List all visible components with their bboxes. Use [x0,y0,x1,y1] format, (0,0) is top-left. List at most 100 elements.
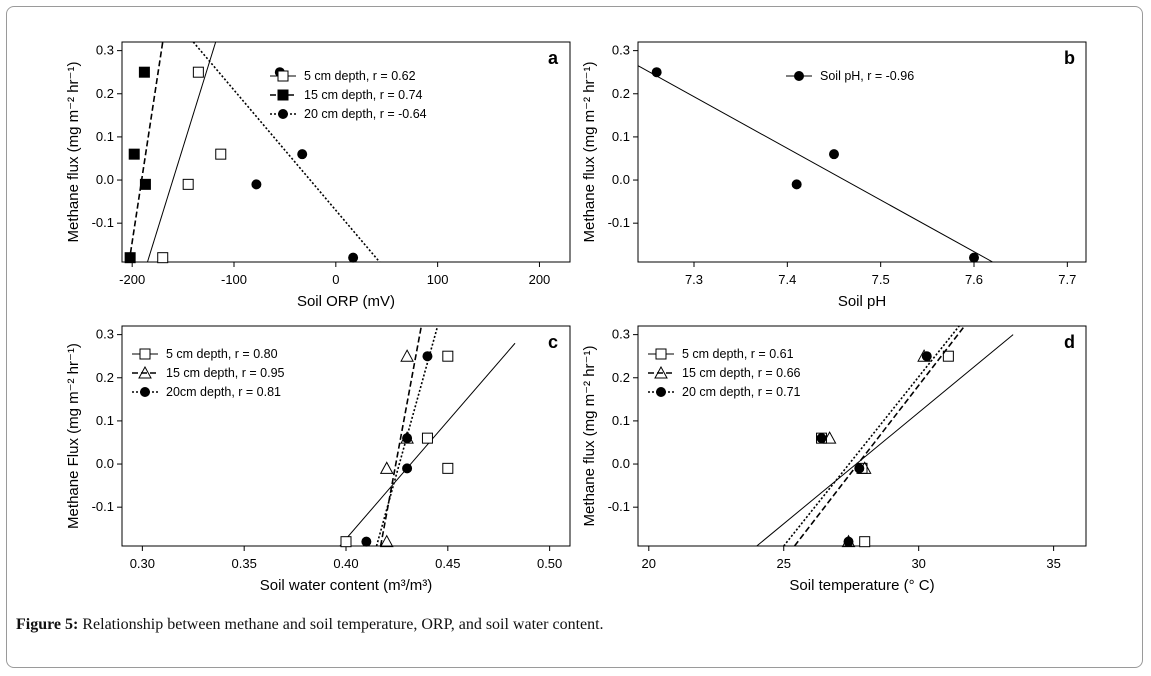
data-point [859,536,871,548]
legend-marker [654,365,668,379]
x-tick-label: 0 [332,272,339,287]
data-point [379,534,394,548]
regression-line [379,326,423,546]
legend-label: 5 cm depth, r = 0.80 [166,347,278,361]
data-point [340,536,352,548]
y-axis-label: Methane Flux (mg m⁻² hr⁻¹) [65,343,82,529]
data-point [854,463,865,474]
y-tick-label: -0.1 [92,499,114,514]
y-tick-label: 0.0 [96,172,114,187]
y-tick-label: 0.3 [96,43,114,58]
regression-line [638,65,993,262]
caption-label: Figure 5: [16,616,79,633]
series-1 [339,342,516,548]
y-tick-label: 0.3 [612,43,630,58]
figure-frame [6,6,1143,668]
x-tick-label: 20 [642,556,656,571]
legend-marker [278,109,288,119]
series-1 [146,42,227,264]
y-tick-label: 0.0 [612,456,630,471]
series-1 [638,65,993,263]
legend: 5 cm depth, r = 0.80 15 cm depth, r = 0.9… [132,347,285,399]
x-tick-label: 0.35 [232,556,257,571]
x-tick-label: 35 [1046,556,1060,571]
y-tick-label: 0.1 [612,413,630,428]
chart-panel-c: 0.30 0.35 0.40 0.45 0.50 -0.1 0.0 0.1 0.2 0.3 Soil… [65,325,571,594]
y-tick-label: -0.1 [608,215,630,230]
legend-label: 15 cm depth, r = 0.74 [304,88,423,102]
data-point [843,536,854,547]
legend-label: Soil pH, r = -0.96 [820,69,914,83]
x-tick-label: 7.7 [1058,272,1076,287]
data-point [297,149,308,160]
series-3 [783,326,960,547]
data-point [400,349,414,362]
panel-letter: b [1064,48,1075,68]
y-tick-label: 0.1 [612,129,630,144]
legend-label: 20 cm depth, r = 0.71 [682,385,801,399]
x-axis-label: Soil water content (m³/m³) [260,577,433,594]
data-point [822,431,837,444]
y-tick-label: 0.1 [96,129,114,144]
regression-line [192,42,381,262]
legend-marker [277,89,289,101]
y-tick-label: -0.1 [92,215,114,230]
y-tick-label: 0.2 [612,370,630,385]
legend-marker [655,348,667,360]
x-tick-label: 25 [777,556,791,571]
y-tick-label: 0.0 [612,172,630,187]
x-tick-label: 0.30 [130,556,155,571]
regression-line [128,42,164,262]
panel-letter: a [548,48,559,68]
legend: Soil pH, r = -0.96 [786,69,914,83]
x-tick-label: 7.6 [965,272,983,287]
plot-frame [637,41,1087,263]
caption-text: Relationship between methane and soil te… [78,616,604,633]
regression-line [339,342,516,546]
chart-panel-b: 7.3 7.4 7.5 7.6 7.7 -0.1 0.0 0.1 0.2 0.3 Soil pH Me… [581,41,1087,310]
data-point [192,66,204,78]
data-point [921,351,932,362]
data-point [138,66,150,78]
data-point [361,536,372,547]
legend-marker [138,365,152,379]
x-tick-label: 100 [427,272,449,287]
data-point [128,148,140,160]
x-tick-label: 30 [911,556,925,571]
legend-label: 5 cm depth, r = 0.61 [682,347,794,361]
legend-label: 5 cm depth, r = 0.62 [304,69,416,83]
series-2 [379,326,423,548]
data-point [829,149,839,160]
legend-marker [277,70,289,82]
panel-letter: d [1064,332,1075,352]
data-point [251,179,262,190]
regression-line [146,42,217,262]
data-point [651,67,662,78]
x-tick-label: 0.50 [537,556,562,571]
y-axis-label: Methane flux (mg m⁻² hr⁻¹) [581,346,598,527]
plot-frame [121,41,571,263]
x-tick-label: -100 [221,272,247,287]
y-tick-label: 0.2 [612,86,630,101]
figure-caption: Figure 5: Relationship between methane a… [16,616,604,634]
y-tick-label: 0.3 [96,327,114,342]
chart-panel-a: -200 -100 0 100 200 -0.1 0.0 0.1 0.2 0.3 Soil ORP … [65,41,571,310]
data-point [402,463,413,474]
data-point [157,252,169,264]
data-point [942,350,954,362]
x-axis-label: Soil temperature (° C) [789,577,934,594]
y-tick-label: 0.2 [96,370,114,385]
data-point [124,252,136,264]
x-tick-label: 7.5 [872,272,890,287]
regression-line [793,326,966,546]
x-tick-label: 7.4 [778,272,796,287]
legend-label: 15 cm depth, r = 0.66 [682,366,801,380]
x-axis-label: Soil ORP (mV) [297,293,395,310]
legend-marker [656,387,666,397]
series-3 [361,326,439,547]
series-2 [124,42,164,264]
legend-label: 15 cm depth, r = 0.95 [166,366,285,380]
data-point [182,178,194,190]
data-point [816,433,827,444]
